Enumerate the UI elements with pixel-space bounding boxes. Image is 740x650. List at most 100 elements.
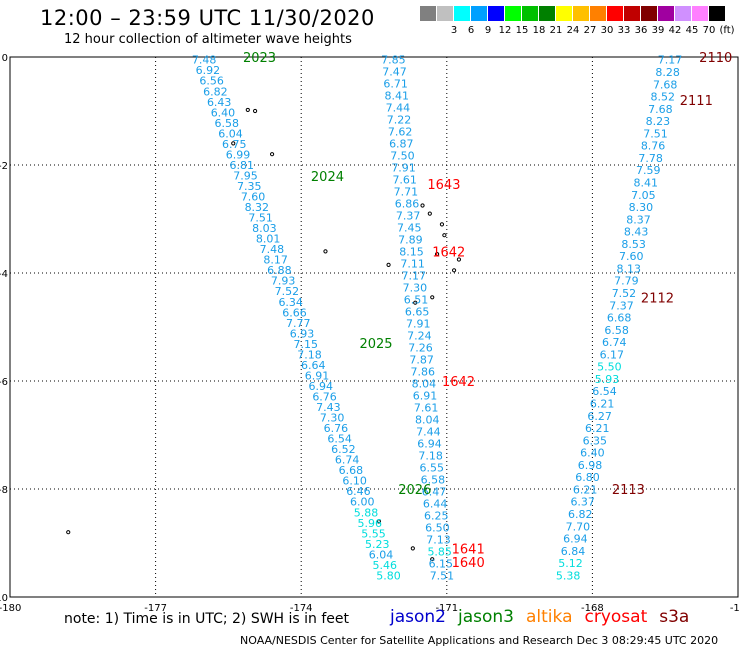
wave-height-label: 7.24 [407,330,432,343]
wave-height-label: 8.41 [634,176,659,189]
wave-height-label: 6.27 [587,410,612,423]
satellite-cryosat: cryosat [584,607,648,627]
wave-height-label: 6.50 [425,521,450,534]
wave-height-label: 6.74 [335,454,360,467]
wave-height-label: 5.85 [427,545,452,558]
island-marker [323,249,328,254]
legend-swatch [692,6,709,21]
wave-height-label: 8.37 [626,213,651,226]
wave-height-label: 7.45 [397,222,422,235]
y-tick-label: -6 [0,377,8,388]
wave-height-label: 8.04 [412,378,437,391]
legend-swatch [573,6,590,21]
pass-time-label: 1642 [442,375,475,390]
island-marker [427,211,432,216]
wave-height-label: 6.64 [301,359,326,372]
wave-height-label: 6.65 [405,306,430,319]
wave-height-label: 6.51 [404,294,429,307]
island-marker [231,141,236,146]
wave-height-label: 6.68 [339,464,364,477]
pass-time-label: 2113 [612,483,645,498]
wave-height-label: 5.88 [354,506,379,519]
y-tick-label: -8 [0,485,8,496]
legend-swatch [607,6,624,21]
wave-height-label: 6.34 [278,296,303,309]
wave-height-label: 5.46 [373,559,398,572]
wave-height-label: 5.55 [361,527,386,540]
wave-height-label: 6.76 [324,422,349,435]
wave-height-label: 6.76 [312,390,337,403]
wave-height-label: 6.93 [290,327,315,340]
legend-unit: (ft) [719,25,735,36]
wave-height-label: 7.48 [192,54,217,67]
wave-height-label: 6.44 [423,497,448,510]
island-marker [386,262,391,267]
wave-height-label: 6.54 [592,385,617,398]
wave-height-label: 7.91 [406,318,431,331]
wave-height-label: 7.86 [411,366,436,379]
pass-time-label: 1641 [452,542,485,557]
island-marker [252,108,258,114]
wave-height-color-legend: 3 6 9 12 15 18 21 24 27 30 33 36 39 42 45 70 (ft) [420,6,740,36]
legend-label: 42 [668,25,682,36]
wave-height-label: 6.84 [561,545,586,558]
pass-time-label: 1642 [432,245,465,260]
legend-swatch [505,6,522,21]
wave-height-label: 7.60 [241,191,266,204]
wave-height-label: 6.94 [563,533,588,546]
wave-height-label: 6.21 [590,398,615,411]
wave-height-label: 7.13 [426,533,451,546]
wave-height-label: 7.61 [414,401,439,414]
legend-swatch [624,6,641,21]
wave-height-label: 6.40 [580,447,605,460]
wave-height-label: 8.76 [641,140,666,153]
x-tick-label: -171 [435,603,458,614]
legend-swatch [522,6,539,21]
wave-height-label: 7.22 [387,114,412,127]
plot-frame [9,56,739,598]
legend-label: 39 [651,25,665,36]
wave-height-label: 6.92 [196,64,221,77]
island-marker [410,546,415,551]
wave-height-label: 8.32 [245,201,270,214]
footer-note: note: 1) Time is in UTC; 2) SWH is in fe… [64,611,350,627]
wave-height-label: 7.68 [653,78,678,91]
wave-height-label: 8.03 [252,222,277,235]
wave-height-label: 6.52 [331,443,356,456]
legend-label: 12 [498,25,512,36]
wave-height-label: 8.28 [655,66,680,79]
wave-height-label: 6.04 [218,127,243,140]
legend-label: 36 [634,25,648,36]
wave-height-label: 7.51 [248,212,273,225]
wave-height-label: 8.17 [263,254,288,267]
wave-height-label: 7.18 [418,449,443,462]
legend-label: 70 [702,25,716,36]
wave-height-label: 7.62 [388,126,413,139]
legend-swatch [709,6,726,21]
island-marker [451,268,457,273]
pass-time-label: 2024 [311,170,344,185]
wave-height-label: 7.18 [297,348,322,361]
wave-height-label: 7.43 [316,401,341,414]
x-tick-label: -16 [730,603,740,614]
wave-height-label: 8.01 [256,233,281,246]
wave-height-label: 6.58 [604,324,629,337]
wave-height-label: 7.51 [430,569,455,582]
wave-height-label: 7.17 [401,270,426,283]
wave-height-label: 6.43 [207,96,232,109]
wave-height-label: 6.91 [413,390,438,403]
y-tick-label: 0 [2,53,8,64]
wave-height-label: 6.35 [583,434,608,447]
wave-height-label: 8.41 [385,90,410,103]
wave-height-label: 7.85 [381,54,406,67]
island-marker [439,222,445,227]
wave-height-label: 6.21 [573,483,598,496]
wave-height-label: 8.04 [415,413,440,426]
wave-height-label: 8.43 [624,226,649,239]
wave-height-label: 7.59 [636,164,661,177]
wave-height-label: 7.15 [294,338,319,351]
legend-swatch [437,6,454,21]
pass-time-label: 2023 [243,51,276,66]
island-marker [456,257,462,262]
wave-height-label: 7.93 [271,275,296,288]
